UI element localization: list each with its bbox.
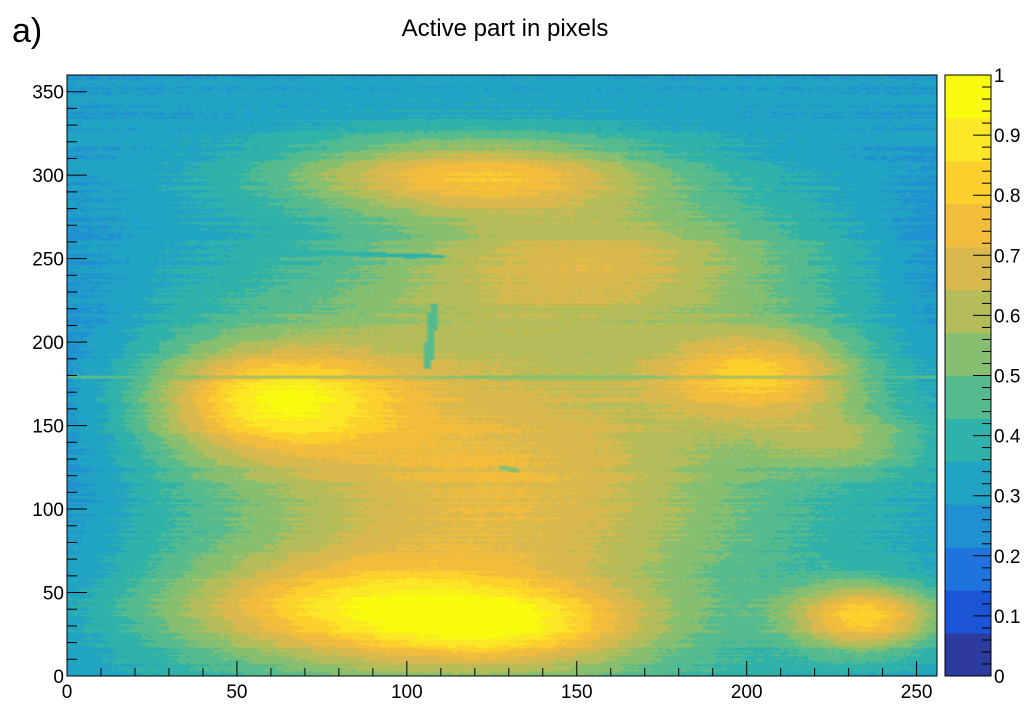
y-tick-label: 0: [53, 667, 64, 688]
colorbar-swatch: [945, 590, 991, 634]
chart-title: Active part in pixels: [402, 15, 609, 42]
plot-area: 0 50 100 150 200 250 0 50 100 150 200 250 300 350: [32, 74, 938, 703]
colorbar-swatch: [945, 117, 991, 162]
colorbar-swatch: [945, 418, 991, 462]
y-tick-label: 100: [32, 500, 64, 521]
colorbar-tick-label: 1: [994, 66, 1005, 87]
x-tick-label: 50: [226, 682, 247, 703]
colorbar-swatch: [945, 375, 991, 419]
colorbar-tick-label: 0.1: [994, 607, 1020, 628]
colorbar-swatch: [945, 160, 991, 205]
heatmap-image: [67, 75, 937, 676]
y-axis: 0 50 100 150 200 250 300 350: [32, 74, 87, 688]
colorbar-tick-label: 0.8: [994, 186, 1020, 207]
colorbar-tick-label: 0.9: [994, 126, 1020, 147]
y-tick-label: 50: [43, 584, 64, 605]
panel-label: a): [12, 12, 42, 50]
colorbar-tick-label: 0.4: [994, 427, 1021, 448]
colorbar-tick-label: 0.6: [994, 306, 1020, 327]
colorbar-swatch: [945, 203, 991, 248]
colorbar-swatch: [945, 289, 991, 334]
colorbar-swatch: [945, 246, 991, 291]
colorbar-tick-label: 0.7: [994, 246, 1020, 267]
y-tick-label: 250: [32, 250, 64, 271]
colorbar-tick-label: 0.3: [994, 487, 1020, 508]
colorbar-swatch: [945, 461, 991, 505]
y-tick-label: 200: [32, 333, 64, 354]
colorbar-swatch: [945, 75, 991, 119]
x-tick-label: 0: [62, 682, 73, 703]
colorbar-tick-label: 0.2: [994, 547, 1020, 568]
x-tick-label: 200: [731, 682, 763, 703]
x-tick-label: 250: [901, 682, 933, 703]
x-tick-label: 100: [391, 682, 423, 703]
colorbar-tick-label: 0: [994, 667, 1005, 688]
colorbar-swatch: [945, 547, 991, 591]
y-tick-label: 300: [32, 166, 64, 187]
colorbar: 0 0.1 0.2 0.3 0.4 0.5 0.6 0.7 0.8 0.9 1: [944, 66, 1021, 688]
y-tick-label: 350: [32, 83, 64, 104]
x-tick-label: 150: [561, 682, 593, 703]
y-tick-label: 150: [32, 417, 64, 438]
colorbar-swatch: [945, 504, 991, 548]
x-axis: 0 50 100 150 200 250: [62, 661, 933, 703]
colorbar-tick-label: 0.5: [994, 367, 1020, 388]
